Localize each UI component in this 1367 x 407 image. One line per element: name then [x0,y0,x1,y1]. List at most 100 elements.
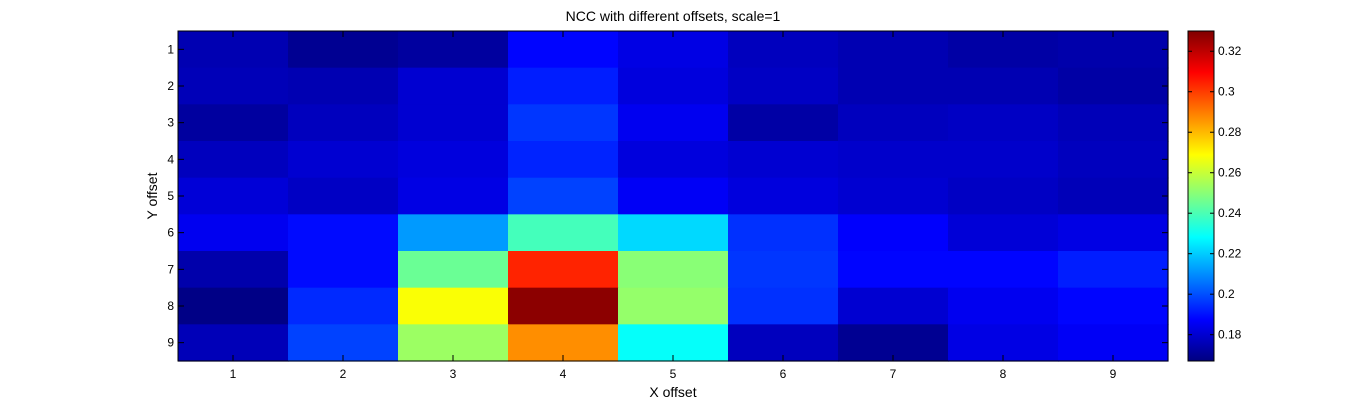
heatmap-cell [178,214,289,252]
heatmap-cell [948,177,1059,215]
x-tick-label: 4 [560,367,567,381]
heatmap-cell [508,104,619,142]
heatmap-cell [288,141,399,179]
heatmap-cell [508,67,619,105]
heatmap-cell [1058,251,1169,289]
heatmap-cell [728,287,839,325]
y-axis-label: Y offset [144,172,160,219]
heatmap-cell [398,31,509,69]
colorbar-tick-label: 0.2 [1218,287,1235,301]
heatmap-cell [508,214,619,252]
heatmap-cell [618,287,729,325]
heatmap-cell [948,67,1059,105]
y-tick-label: 4 [167,152,174,166]
colorbar [1187,30,1215,362]
heatmap-cell [1058,67,1169,105]
colorbar-tick-label: 0.26 [1218,166,1242,180]
heatmap-cell [178,287,289,325]
heatmap-cell [838,104,949,142]
heatmap-cell [1058,104,1169,142]
heatmap-cell [398,177,509,215]
heatmap-cell [1058,177,1169,215]
heatmap-cell [728,104,839,142]
x-axis-label: X offset [649,384,696,400]
heatmap-cell [398,104,509,142]
heatmap-cell [618,141,729,179]
heatmap-cell [288,104,399,142]
colorbar-tick-label: 0.32 [1218,44,1242,58]
heatmap-cell [178,251,289,289]
heatmap-cell [838,214,949,252]
heatmap-cell [948,31,1059,69]
heatmap-cell [398,287,509,325]
heatmap-cell [178,141,289,179]
y-axis-ticks: 1 2 3 4 5 6 7 8 9 [167,42,1168,350]
heatmap-cell [618,214,729,252]
heatmap-cell [398,214,509,252]
heatmap-cell [398,141,509,179]
x-tick-label: 3 [450,367,457,381]
colorbar-ticks: 0.18 0.2 0.22 0.24 0.26 0.28 0.3 0.32 [1188,44,1242,342]
y-tick-label: 3 [167,116,174,130]
heatmap-cell [728,251,839,289]
heatmap-cell [1058,141,1169,179]
x-tick-label: 6 [780,367,787,381]
y-tick-label: 7 [167,262,174,276]
colorbar-tick-label: 0.24 [1218,206,1242,220]
heatmap-cell [398,251,509,289]
heatmap-cell [728,214,839,252]
colorbar-tick-label: 0.18 [1218,328,1242,342]
heatmap-cell [178,104,289,142]
colorbar-tick-label: 0.22 [1218,247,1242,261]
y-tick-label: 2 [167,79,174,93]
heatmap-cell [288,287,399,325]
chart-title: NCC with different offsets, scale=1 [566,8,781,24]
y-tick-label: 6 [167,226,174,240]
y-tick-label: 1 [167,42,174,56]
heatmap-cell [1058,214,1169,252]
x-tick-label: 7 [890,367,897,381]
colorbar-tick-label: 0.28 [1218,125,1242,139]
y-tick-label: 5 [167,189,174,203]
heatmap-cell [728,67,839,105]
heatmap-cell [508,31,619,69]
heatmap-cell [618,104,729,142]
heatmap-cell [618,67,729,105]
heatmap-cell [948,141,1059,179]
y-tick-label: 8 [167,299,174,313]
heatmap-cell [948,251,1059,289]
heatmap-cell [178,31,289,69]
heatmap-cell [838,67,949,105]
heatmap-cell [618,31,729,69]
heatmap-cell [838,287,949,325]
heatmap-cell [288,67,399,105]
heatmap-cell [728,31,839,69]
heatmap-cell [288,214,399,252]
x-axis-ticks: 1 2 3 4 5 6 7 8 9 [230,31,1117,381]
heatmap-cell [838,177,949,215]
x-tick-label: 9 [1110,367,1117,381]
heatmap-cells [178,31,1169,362]
heatmap-cell [178,177,289,215]
x-tick-label: 1 [230,367,237,381]
heatmap-cell [508,177,619,215]
heatmap-cell [288,177,399,215]
heatmap-cell [838,31,949,69]
y-tick-label: 9 [167,336,174,350]
x-tick-label: 8 [1000,367,1007,381]
heatmap-cell [618,177,729,215]
heatmap-cell [948,104,1059,142]
heatmap-cell [508,141,619,179]
heatmap-cell [948,287,1059,325]
x-tick-label: 5 [670,367,677,381]
heatmap-cell [508,251,619,289]
heatmap-cell [728,141,839,179]
x-tick-label: 2 [340,367,347,381]
colorbar-tick-label: 0.3 [1218,85,1235,99]
heatmap-cell [398,67,509,105]
heatmap-cell [948,214,1059,252]
heatmap-cell [288,251,399,289]
heatmap-cell [508,287,619,325]
heatmap-cell [838,141,949,179]
